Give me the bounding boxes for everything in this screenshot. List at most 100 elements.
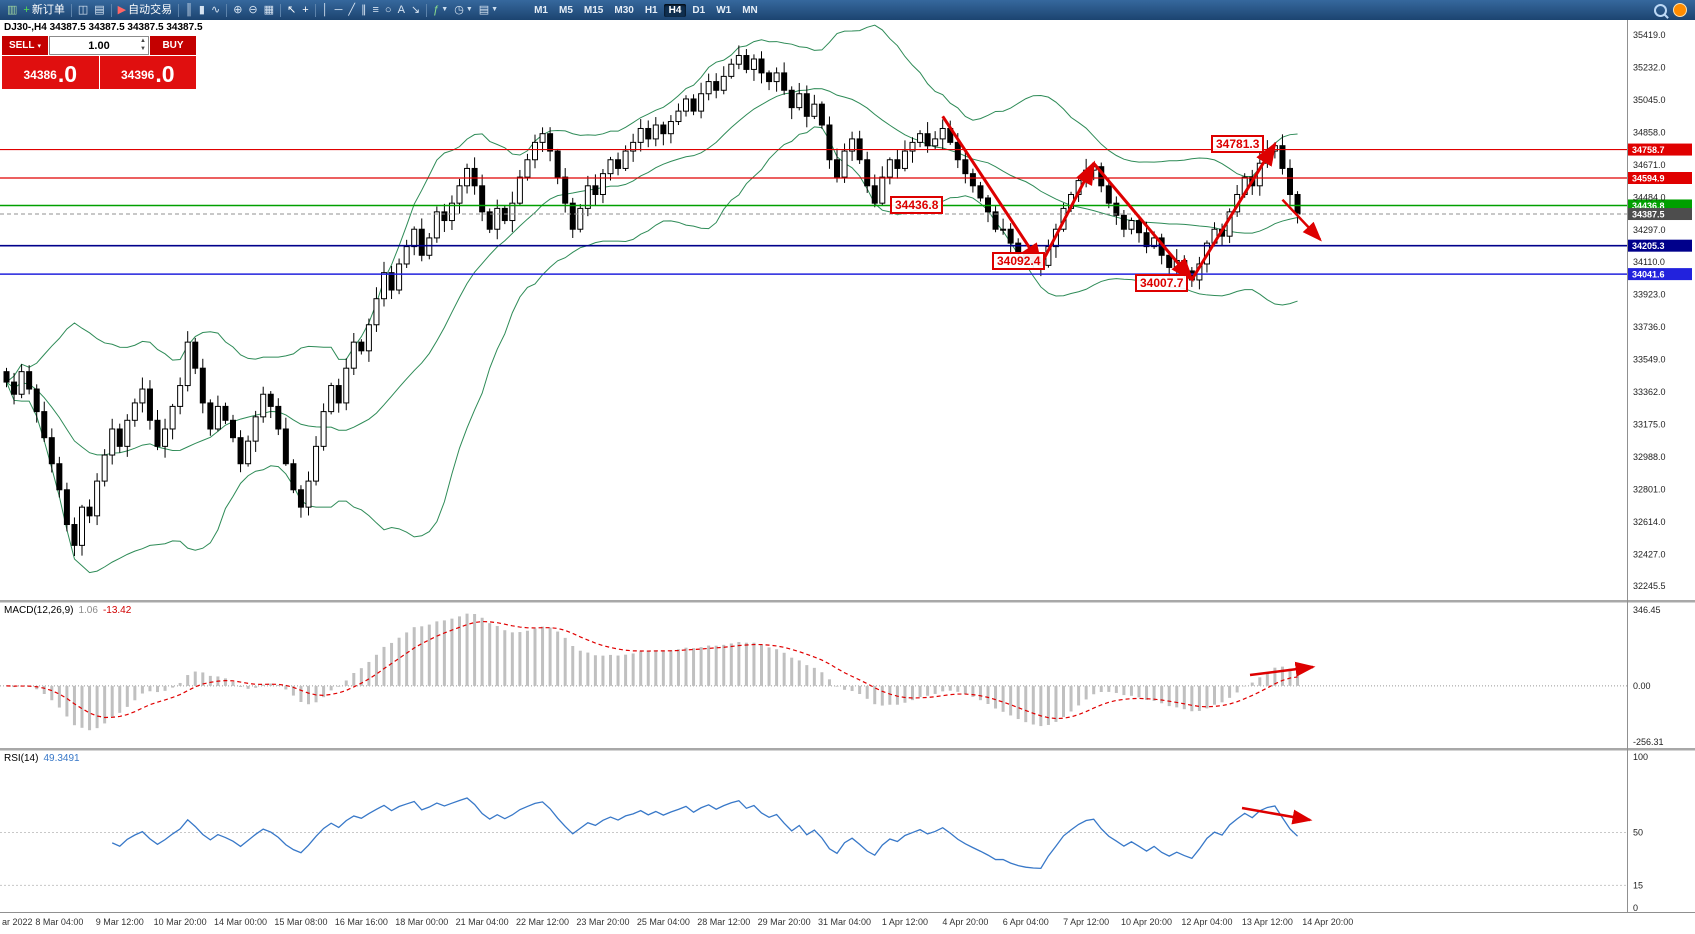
pane-divider[interactable] — [0, 600, 1695, 603]
channel-icon[interactable]: ∥ — [358, 1, 370, 19]
line-chart-icon[interactable]: ∿ — [208, 1, 223, 19]
timeframes-icon-dropdown[interactable]: ▼ — [465, 6, 473, 13]
timeframe-D1[interactable]: D1 — [692, 4, 706, 16]
buy-button[interactable]: BUY — [150, 36, 196, 55]
trend-arrow[interactable] — [1190, 141, 1277, 281]
price-annotation-box[interactable]: 34436.8 — [890, 196, 944, 214]
main-price-pane — [0, 24, 1627, 574]
timeframe-M1[interactable]: M1 — [534, 4, 548, 16]
price-line-tag — [1628, 239, 1692, 252]
price-line-tag-label: 34205.3 — [1632, 241, 1665, 251]
annotations — [941, 115, 1322, 825]
sell-button[interactable]: SELL ▾ — [2, 36, 48, 55]
bar-chart-icon[interactable]: ║ — [182, 1, 196, 19]
timeframe-M15[interactable]: M15 — [583, 4, 604, 16]
main-toolbar: ▥ + 新订单 ◫ ▤ ▶ 自动交易 ║ ▮ ∿ ⊕ ⊖ ▦ ↖ + │ ─ ╱ ∥ ≡ ○ A ↘ ƒ ▼ ◷ ▼ ▤ ▼ M1 M5 M1… — [0, 0, 1695, 20]
timeframes-icon[interactable]: ◷ ▼ — [451, 1, 476, 19]
auto-trading-button[interactable]: ▶ 自动交易 — [115, 1, 175, 19]
one-click-trading-panel: SELL ▾ 1.00 ▲ ▼ BUY 34386 .0 — [2, 36, 196, 89]
trendline-icon[interactable]: ╱ — [345, 1, 358, 19]
macd-pane — [0, 613, 1627, 731]
price-annotation-box[interactable]: 34007.7 — [1135, 274, 1189, 292]
community-icon[interactable] — [1673, 3, 1687, 17]
volume-input[interactable]: 1.00 ▲ ▼ — [49, 36, 149, 55]
new-order-button[interactable]: + 新订单 — [20, 1, 67, 19]
volume-down-icon[interactable]: ▼ — [140, 46, 146, 52]
toolbar-separator — [178, 3, 180, 17]
timeframe-H1[interactable]: H1 — [644, 4, 658, 16]
price-line-tag-label: 34387.5 — [1632, 210, 1665, 220]
templates-icon[interactable]: ▤ ▼ — [476, 1, 501, 19]
bollinger-upper-band — [6, 24, 1298, 383]
arrow-tool-icon[interactable]: ↘ — [408, 1, 423, 19]
timeframe-M30[interactable]: M30 — [614, 4, 634, 16]
templates-icon-dropdown[interactable]: ▼ — [491, 6, 499, 13]
timeframe-MN[interactable]: MN — [742, 4, 758, 16]
zoom-in-icon[interactable]: ⊕ — [230, 1, 245, 19]
horizontal-line-icon: ─ — [334, 4, 343, 16]
price-axis[interactable] — [1627, 20, 1695, 912]
trendline-icon: ╱ — [348, 4, 355, 16]
sell-price-button[interactable]: 34386 .0 — [2, 56, 99, 89]
price-line-tag — [1628, 268, 1692, 281]
macd-arrow[interactable] — [1249, 661, 1316, 677]
toolbar-separator — [226, 3, 228, 17]
candlestick-chart-icon[interactable]: ▮ — [196, 1, 208, 19]
time-axis[interactable] — [0, 913, 1695, 934]
bollinger-middle-band — [6, 88, 1298, 456]
time-axis-label: 9 Mar 12:00 — [96, 917, 144, 927]
time-axis-label: 22 Mar 12:00 — [516, 917, 569, 927]
shapes-icon[interactable]: ○ — [382, 1, 395, 19]
time-axis-label: 25 Mar 04:00 — [637, 917, 690, 927]
time-axis-label: 15 Mar 08:00 — [274, 917, 327, 927]
price-axis-tick: 32801.0 — [1633, 485, 1666, 495]
line-chart-icon: ∿ — [210, 4, 221, 16]
trend-arrow[interactable] — [1092, 162, 1194, 282]
rsi-axis-tick: 100 — [1633, 752, 1648, 762]
crosshair-icon[interactable]: + — [299, 1, 311, 19]
symbol-ohlc-info: DJ30-,H4 34387.5 34387.5 34387.5 34387.5 — [4, 22, 203, 33]
profiles-icon[interactable]: ▤ — [91, 1, 107, 19]
axes: 34758.734594.934436.834387.534205.334041… — [2, 30, 1692, 927]
vertical-line-icon: │ — [321, 4, 329, 16]
rsi-axis-tick: 0 — [1633, 903, 1638, 913]
time-axis-label: 4 Apr 20:00 — [942, 917, 988, 927]
shapes-icon: ○ — [384, 4, 392, 16]
trend-arrow[interactable] — [941, 115, 1043, 268]
price-line-tag-label: 34041.6 — [1632, 270, 1665, 280]
time-axis-label: 16 Mar 16:00 — [335, 917, 388, 927]
sell-options-icon[interactable]: ▾ — [37, 42, 42, 50]
timeframe-H4[interactable]: H4 — [663, 3, 687, 17]
rsi-arrow[interactable] — [1241, 806, 1313, 825]
trend-arrow[interactable] — [1281, 198, 1322, 242]
tile-windows-icon[interactable]: ▦ — [261, 1, 277, 19]
zoom-out-icon[interactable]: ⊖ — [245, 1, 260, 19]
time-axis-label: 6 Apr 04:00 — [1003, 917, 1049, 927]
trend-arrow[interactable] — [1039, 160, 1096, 266]
horizontal-line-icon[interactable]: ─ — [332, 1, 346, 19]
price-axis-tick: 35419.0 — [1633, 30, 1666, 40]
price-axis-tick: 34297.0 — [1633, 225, 1666, 235]
timeframe-W1[interactable]: W1 — [716, 4, 732, 16]
indicators-icon-dropdown[interactable]: ▼ — [441, 6, 449, 13]
timeframe-toolbar: M1 M5 M15 M30 H1 H4 D1 W1 MN — [529, 3, 763, 17]
price-annotation-box[interactable]: 34092.4 — [992, 252, 1046, 270]
sell-price-pip: .0 — [57, 61, 78, 87]
buy-price-button[interactable]: 34396 .0 — [99, 56, 196, 89]
fibonacci-icon[interactable]: ≡ — [370, 1, 382, 19]
charts-layout-icon[interactable]: ◫ — [75, 1, 91, 19]
search-icon[interactable] — [1654, 3, 1669, 19]
new-chart-icon[interactable]: ▥ — [4, 1, 20, 19]
text-icon[interactable]: A — [395, 1, 408, 19]
pane-divider[interactable] — [0, 748, 1695, 751]
volume-up-icon[interactable]: ▲ — [140, 38, 146, 44]
time-axis-label: 8 Mar 04:00 — [35, 917, 83, 927]
price-axis-tick: 34858.0 — [1633, 127, 1666, 137]
chart-canvas[interactable]: 34758.734594.934436.834387.534205.334041… — [0, 20, 1695, 934]
price-annotation-box[interactable]: 34781.3 — [1211, 135, 1265, 153]
indicators-icon[interactable]: ƒ ▼ — [430, 1, 451, 19]
vertical-line-icon[interactable]: │ — [319, 1, 332, 19]
cursor-icon[interactable]: ↖ — [284, 1, 299, 19]
timeframe-M5[interactable]: M5 — [559, 4, 573, 16]
